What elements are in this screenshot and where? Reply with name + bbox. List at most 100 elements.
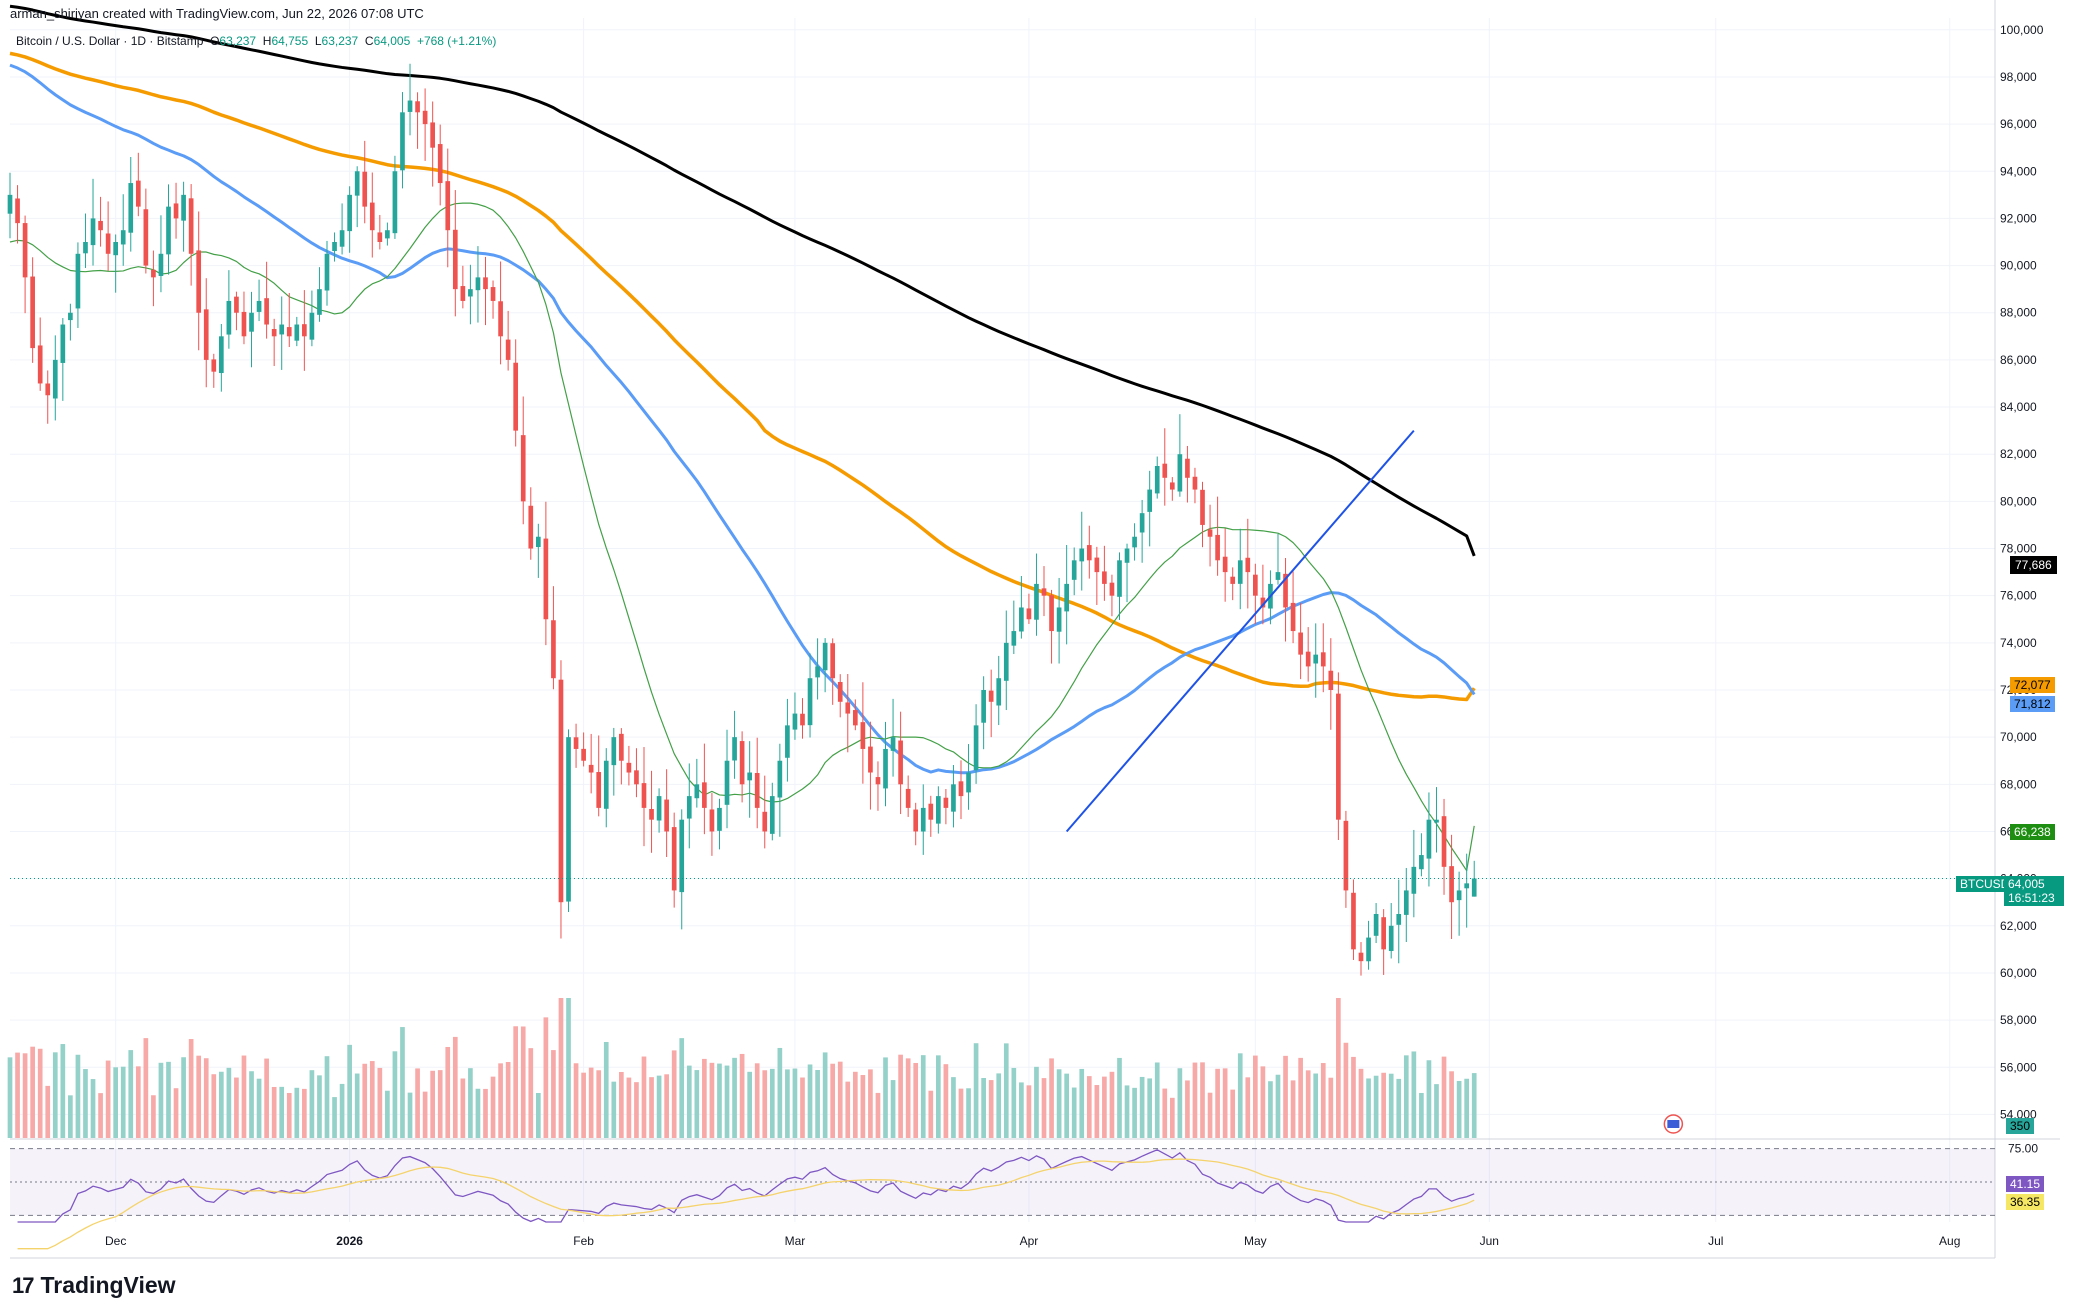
volume-bar [188, 1039, 194, 1138]
candle-body [558, 679, 564, 903]
volume-bar [920, 1055, 926, 1138]
time-axis-label: Apr [1020, 1234, 1039, 1248]
volume-bar [505, 1062, 511, 1138]
volume-bar [1373, 1075, 1379, 1138]
volume-bar [1441, 1056, 1447, 1138]
price-axis-label: 86,000 [2000, 353, 2037, 367]
candle-body [1403, 890, 1409, 915]
volume-bar [490, 1076, 496, 1138]
rsi-tag: 41.15 [2006, 1176, 2045, 1192]
candle-body [981, 690, 986, 723]
volume-bar [1034, 1066, 1039, 1138]
candle-body [347, 194, 352, 232]
candle-body [188, 198, 194, 254]
volume-tag: 350 [2006, 1118, 2035, 1134]
candle-body [1305, 651, 1311, 667]
volume-bar [535, 1093, 541, 1138]
candle-body [641, 783, 647, 808]
volume-bar [671, 1050, 677, 1138]
volume-bar [309, 1070, 315, 1138]
candle-body [1388, 925, 1394, 951]
candle-body [1366, 937, 1371, 962]
candle-body [98, 220, 103, 231]
volume-bar [1019, 1082, 1024, 1138]
candle-body [324, 253, 330, 291]
tradingview-logo[interactable]: 17 TradingView [12, 1272, 176, 1299]
volume-bar [317, 1075, 322, 1138]
volume-bar [717, 1063, 722, 1138]
candle-body [385, 230, 390, 239]
volume-bar [83, 1069, 88, 1138]
volume-bar [264, 1058, 269, 1138]
volume-bar [679, 1038, 685, 1138]
volume-bar [1177, 1068, 1183, 1138]
volume-bar [754, 1063, 760, 1138]
volume-bar [641, 1056, 647, 1138]
candle-body [271, 329, 277, 337]
volume-bar [913, 1062, 919, 1138]
volume-bar [634, 1082, 639, 1138]
candle-body [566, 737, 571, 902]
volume-bar [596, 1070, 602, 1138]
candle-body [294, 324, 300, 341]
volume-bar [143, 1038, 149, 1138]
volume-bar [1449, 1071, 1454, 1138]
candle-body [679, 819, 685, 893]
candle-body [158, 253, 164, 276]
volume-bar [800, 1077, 805, 1138]
volume-bar [1162, 1088, 1168, 1138]
candle-body [520, 435, 526, 502]
volume-bar [22, 1053, 28, 1138]
volume-bar [830, 1063, 836, 1138]
candle-body [543, 538, 549, 620]
candle-body [966, 772, 971, 793]
candle-body [166, 206, 171, 255]
open-label: O [210, 34, 220, 48]
candle-body [1132, 536, 1137, 548]
author-line: arman_shiriyan created with TradingView.… [10, 6, 424, 21]
volume-bar [566, 998, 571, 1138]
candle-body [973, 725, 979, 771]
volume-bar [626, 1077, 632, 1138]
volume-bar [1366, 1078, 1371, 1138]
candle-body [920, 807, 926, 832]
candle-body [1034, 583, 1039, 620]
price-axis-label: 56,000 [2000, 1060, 2037, 1074]
candle-body [754, 772, 760, 808]
volume-bar [845, 1081, 851, 1138]
volume-bar [1064, 1073, 1069, 1138]
rsi-ma-tag: 36.35 [2006, 1194, 2045, 1210]
ma200-price-tag: 77,686 [2010, 556, 2057, 574]
volume-bar [75, 1054, 81, 1138]
candle-body [1373, 914, 1379, 936]
bar-countdown: 16:51:23 [2008, 891, 2055, 905]
candle-body [460, 286, 466, 301]
volume-bar [90, 1079, 96, 1138]
volume-bar [558, 998, 564, 1138]
volume-bar [603, 1041, 609, 1138]
volume-bar [1411, 1051, 1417, 1138]
low-value: 63,237 [321, 34, 359, 48]
symbol-legend[interactable]: Bitcoin / U.S. Dollar · 1D · Bitstamp O 6… [16, 34, 496, 48]
candle-body [45, 383, 51, 396]
candle-body [1441, 816, 1447, 867]
candle-body [762, 811, 768, 832]
symbol-tag[interactable]: BTCUSD [1956, 876, 2014, 892]
candle-body [936, 796, 941, 824]
last-price-tag: 64,005 16:51:23 [2004, 876, 2064, 906]
time-axis-label: Feb [573, 1234, 594, 1248]
volume-bar [211, 1074, 217, 1138]
volume-bar [1290, 1080, 1296, 1138]
candle-body [815, 666, 820, 678]
volume-bar [1381, 1072, 1386, 1138]
volume-bar [475, 1088, 481, 1138]
volume-bar [1102, 1076, 1107, 1138]
candle-body [196, 250, 202, 313]
candle-body [656, 796, 662, 821]
symbol-name[interactable]: Bitcoin / U.S. Dollar · 1D · Bitstamp [16, 34, 204, 48]
candle-body [151, 269, 156, 278]
candle-body [52, 359, 58, 399]
candle-body [852, 710, 858, 726]
